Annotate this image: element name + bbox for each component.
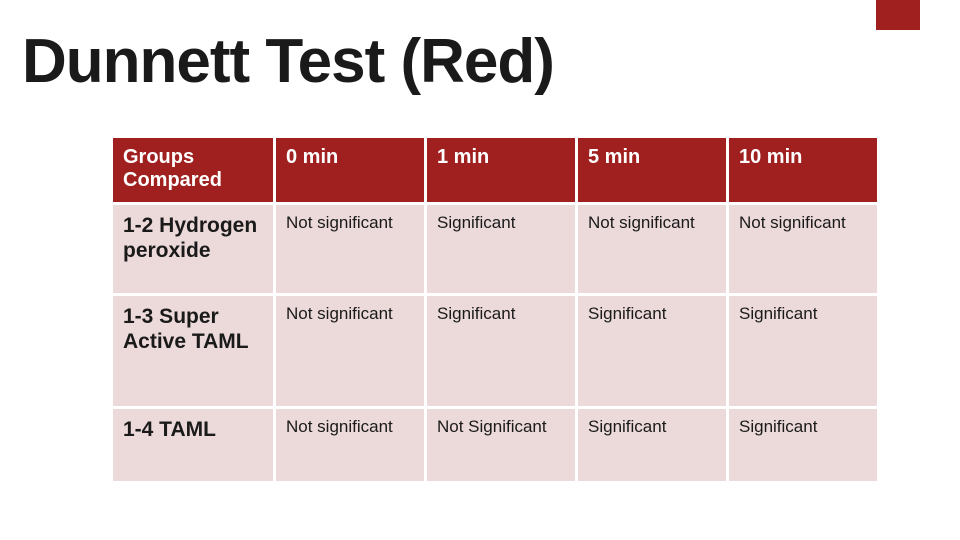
table-cell: Not significant (276, 205, 424, 293)
table-header-row: Groups Compared 0 min 1 min 5 min 10 min (113, 138, 877, 202)
col-header: 1 min (427, 138, 575, 202)
table-row: 1-3 Super Active TAML Not significant Si… (113, 296, 877, 406)
col-header: 10 min (729, 138, 877, 202)
table-cell: Significant (578, 409, 726, 481)
row-label: 1-3 Super Active TAML (113, 296, 273, 406)
row-label: 1-2 Hydrogen peroxide (113, 205, 273, 293)
accent-bar (876, 0, 920, 30)
table-cell: Significant (578, 296, 726, 406)
row-label: 1-4 TAML (113, 409, 273, 481)
page-title: Dunnett Test (Red) (22, 26, 554, 97)
table-cell: Not Significant (427, 409, 575, 481)
table-cell: Not significant (578, 205, 726, 293)
col-header: 0 min (276, 138, 424, 202)
col-header: 5 min (578, 138, 726, 202)
table-cell: Not significant (729, 205, 877, 293)
table-cell: Not significant (276, 296, 424, 406)
table-cell: Significant (427, 205, 575, 293)
table-row: 1-2 Hydrogen peroxide Not significant Si… (113, 205, 877, 293)
results-table: Groups Compared 0 min 1 min 5 min 10 min… (110, 135, 880, 484)
table-cell: Significant (729, 409, 877, 481)
table-row: 1-4 TAML Not significant Not Significant… (113, 409, 877, 481)
col-header: Groups Compared (113, 138, 273, 202)
table-cell: Significant (729, 296, 877, 406)
table-cell: Significant (427, 296, 575, 406)
table-cell: Not significant (276, 409, 424, 481)
